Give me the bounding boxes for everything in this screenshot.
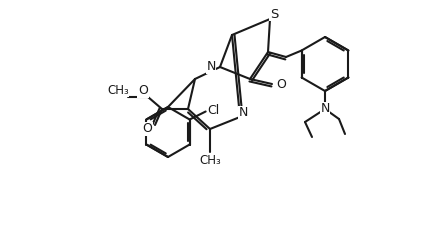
Text: N: N <box>320 103 330 116</box>
Text: Cl: Cl <box>208 104 220 117</box>
Text: S: S <box>270 7 278 20</box>
Text: O: O <box>276 77 286 91</box>
Text: CH₃: CH₃ <box>107 84 129 96</box>
Text: O: O <box>142 123 152 136</box>
Text: N: N <box>206 61 216 74</box>
Text: CH₃: CH₃ <box>199 153 221 166</box>
Text: N: N <box>238 106 248 119</box>
Text: O: O <box>138 84 148 98</box>
